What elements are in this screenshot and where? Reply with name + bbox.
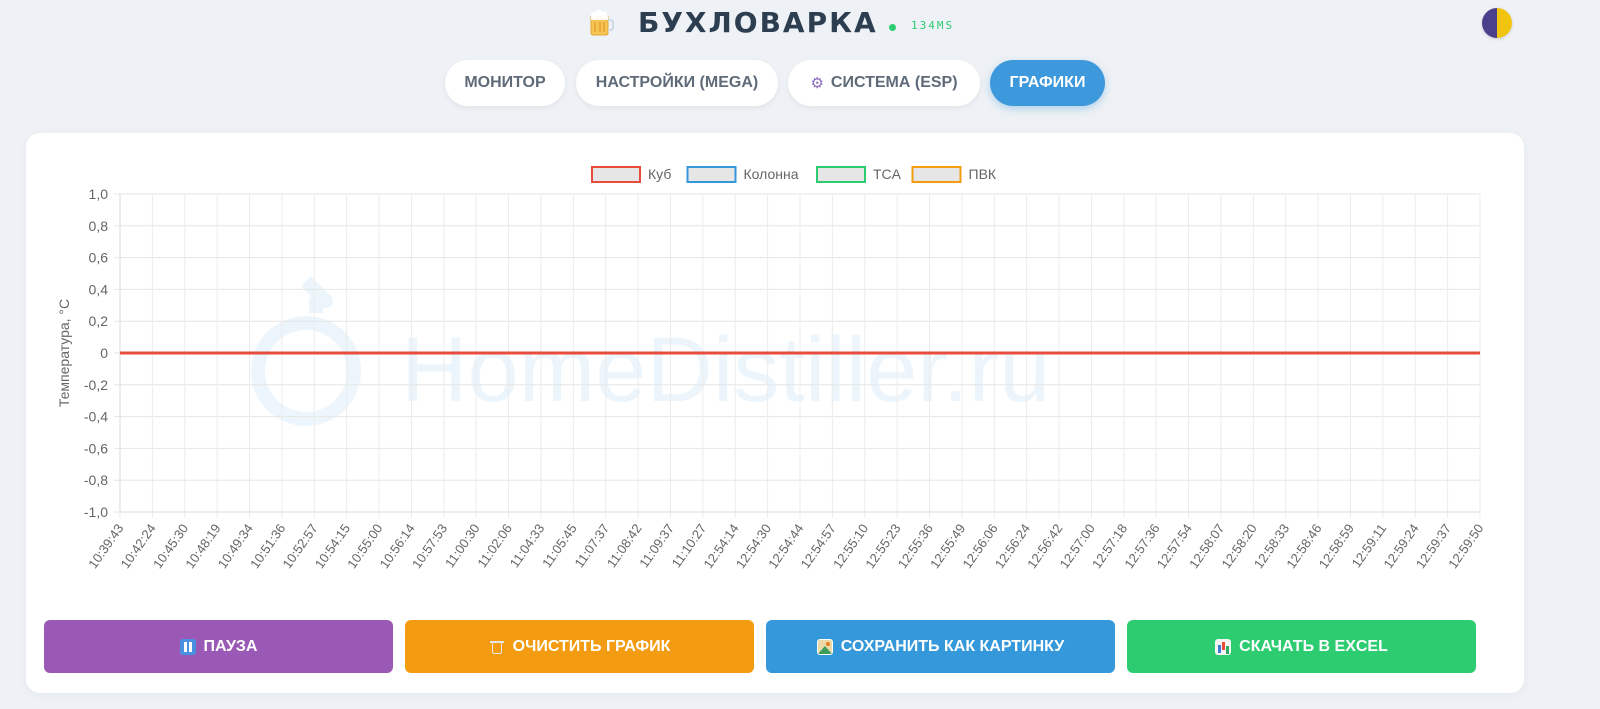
y-axis-ticks: 1,0 0,8 0,6 0,4 0,2 0 -0,2 -0,4 -0,6 -0,8 -1,0 [84,186,108,520]
watermark-text: HomeDistiller.ru [401,319,1050,421]
y-tick-label: 0,4 [89,281,109,297]
tab-monitor[interactable]: МОНИТОР [445,60,565,106]
legend-swatch [911,166,962,183]
y-tick-label: -0,8 [84,472,108,488]
temperature-chart: HomeDistiller.ru 1,0 0,8 0,6 0,4 0,2 0 -0,2 -0,… [56,166,1486,571]
tab-settings-mega[interactable]: НАСТРОЙКИ (MEGA) [576,60,778,106]
y-tick-label: 0,6 [89,250,109,266]
tab-system-esp[interactable]: ⚙ СИСТЕМА (ESP) [788,60,980,106]
legend-item[interactable]: TCA [816,166,902,183]
app-title: БУХЛОВАРКА [638,6,878,39]
legend-item[interactable]: Колонна [686,166,799,183]
legend-swatch [591,166,641,183]
tab-label: МОНИТОР [464,74,546,91]
image-icon [816,638,833,655]
tab-label: СИСТЕМА (ESP) [830,74,958,91]
save-image-button-label: СОХРАНИТЬ КАК КАРТИНКУ [840,637,1065,655]
download-excel-button-label: СКАЧАТЬ В EXCEL [1239,637,1388,655]
y-tick-label: -0,6 [84,440,108,456]
bar-chart-icon [1215,638,1232,655]
chart-card: HomeDistiller.ru 1,0 0,8 0,6 0,4 0,2 0 -0,2 -0,… [26,133,1524,693]
y-tick-label: 0 [100,345,108,361]
save-image-button[interactable]: СОХРАНИТЬ КАК КАРТИНКУ [766,620,1115,673]
chart-legend: Куб Колонна TCA ПВК [591,166,997,183]
legend-item[interactable]: Куб [591,166,671,183]
main-nav: МОНИТОР НАСТРОЙКИ (MEGA) ⚙ СИСТЕМА (ESP)… [0,60,1600,106]
beer-mug-icon [590,9,614,36]
y-tick-label: 0,8 [89,218,109,234]
legend-item[interactable]: ПВК [911,166,997,183]
trash-icon [489,639,505,655]
y-tick-label: 0,2 [89,313,109,329]
ping-latency: 134MS [911,19,955,32]
legend-label: Куб [648,166,671,182]
watermark: HomeDistiller.ru [251,276,1050,426]
tab-label: НАСТРОЙКИ (MEGA) [595,74,759,91]
pause-icon [179,638,196,655]
app-header: БУХЛОВАРКА 134MS [0,0,1600,46]
legend-label: TCA [873,166,902,182]
y-tick-label: 1,0 [89,186,109,202]
y-tick-label: -1,0 [84,504,108,520]
clear-chart-button[interactable]: ОЧИСТИТЬ ГРАФИК [405,620,754,673]
download-excel-button[interactable]: СКАЧАТЬ В EXCEL [1127,620,1476,673]
y-axis-title: Температура, °C [56,299,72,407]
gear-icon: ⚙ [810,75,824,92]
legend-label: ПВК [969,166,997,182]
pause-button[interactable]: ПАУЗА [44,620,393,673]
y-tick-label: -0,2 [84,377,108,393]
theme-toggle-button[interactable] [1482,8,1512,38]
pause-button-label: ПАУЗА [203,637,258,655]
y-tick-label: -0,4 [84,409,108,425]
clear-chart-button-label: ОЧИСТИТЬ ГРАФИК [512,637,671,655]
connection-status-dot [889,24,896,31]
legend-label: Колонна [744,166,799,182]
legend-swatch [686,166,737,183]
x-axis-ticks: 10:39:4310:42:2410:45:3010:48:1910:49:34… [85,521,1486,571]
tab-charts[interactable]: ГРАФИКИ [990,60,1105,106]
legend-swatch [816,166,866,183]
tab-label: ГРАФИКИ [1009,74,1086,91]
